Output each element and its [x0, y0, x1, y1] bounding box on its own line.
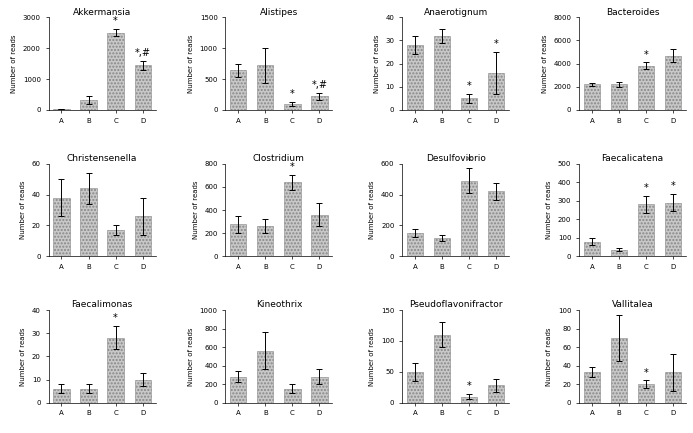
Bar — [434, 335, 450, 403]
Text: *,#: *,# — [311, 80, 328, 90]
Bar — [257, 226, 274, 256]
Bar — [488, 73, 505, 110]
Title: Christensenella: Christensenella — [67, 154, 137, 163]
Bar — [284, 182, 301, 256]
Bar — [488, 191, 505, 256]
Y-axis label: Number of reads: Number of reads — [188, 34, 194, 93]
Bar — [488, 385, 505, 403]
Bar — [434, 36, 450, 110]
Bar — [584, 242, 600, 256]
Title: Anaerotignum: Anaerotignum — [423, 7, 488, 16]
Text: *: * — [113, 16, 118, 26]
Bar — [230, 71, 247, 110]
Text: *: * — [290, 162, 295, 172]
Y-axis label: Number of reads: Number of reads — [11, 34, 17, 93]
Title: Desulfovibrio: Desulfovibrio — [426, 154, 486, 163]
Bar — [461, 397, 477, 403]
Title: Alistipes: Alistipes — [260, 7, 298, 16]
Bar — [665, 55, 681, 110]
Bar — [434, 238, 450, 256]
Bar — [230, 377, 247, 403]
Bar — [257, 65, 274, 110]
Y-axis label: Number of reads: Number of reads — [193, 181, 199, 239]
Bar — [638, 66, 654, 110]
Bar — [257, 351, 274, 403]
Bar — [80, 389, 97, 403]
Y-axis label: Number of reads: Number of reads — [20, 181, 26, 239]
Bar — [53, 389, 69, 403]
Bar — [53, 109, 69, 110]
Title: Clostridium: Clostridium — [253, 154, 305, 163]
Bar — [284, 389, 301, 403]
Bar — [53, 197, 69, 256]
Bar — [134, 65, 151, 110]
Bar — [134, 380, 151, 403]
Bar — [284, 104, 301, 110]
Bar — [311, 377, 328, 403]
Text: *: * — [467, 381, 472, 391]
Bar — [461, 181, 477, 256]
Text: *: * — [290, 89, 295, 99]
Text: *,#: *,# — [134, 48, 150, 58]
Y-axis label: Number of reads: Number of reads — [369, 327, 376, 386]
Y-axis label: Number of reads: Number of reads — [542, 34, 547, 93]
Bar — [584, 84, 600, 110]
Bar — [638, 204, 654, 256]
Bar — [80, 188, 97, 256]
Y-axis label: Number of reads: Number of reads — [369, 181, 376, 239]
Bar — [584, 372, 600, 403]
Y-axis label: Number of reads: Number of reads — [546, 327, 552, 386]
Bar — [407, 45, 423, 110]
Bar — [611, 84, 627, 110]
Bar — [107, 338, 124, 403]
Title: Faecalimonas: Faecalimonas — [71, 300, 133, 309]
Title: Vallitalea: Vallitalea — [612, 300, 653, 309]
Bar — [311, 215, 328, 256]
Text: *: * — [644, 368, 649, 378]
Bar — [311, 97, 328, 110]
Title: Akkermansia: Akkermansia — [73, 7, 131, 16]
Bar — [80, 100, 97, 110]
Bar — [638, 384, 654, 403]
Text: *: * — [113, 313, 118, 323]
Text: *: * — [644, 50, 649, 60]
Text: *: * — [494, 39, 499, 49]
Bar — [230, 224, 247, 256]
Text: *: * — [671, 181, 676, 191]
Title: Faecalicatena: Faecalicatena — [602, 154, 664, 163]
Bar — [107, 33, 124, 110]
Bar — [611, 250, 627, 256]
Title: Bacteroides: Bacteroides — [606, 7, 659, 16]
Text: *: * — [644, 183, 649, 193]
Y-axis label: Number of reads: Number of reads — [188, 327, 194, 386]
Bar — [665, 372, 681, 403]
Text: *: * — [467, 81, 472, 91]
Bar — [611, 338, 627, 403]
Y-axis label: Number of reads: Number of reads — [20, 327, 26, 386]
Text: *: * — [467, 155, 472, 165]
Y-axis label: Number of reads: Number of reads — [546, 181, 552, 239]
Bar — [407, 372, 423, 403]
Y-axis label: Number of reads: Number of reads — [374, 34, 380, 93]
Bar — [461, 98, 477, 110]
Bar — [107, 230, 124, 256]
Bar — [665, 203, 681, 256]
Bar — [134, 216, 151, 256]
Bar — [407, 233, 423, 256]
Title: Pseudoflavonifractor: Pseudoflavonifractor — [409, 300, 502, 309]
Title: Kineothrix: Kineothrix — [256, 300, 302, 309]
